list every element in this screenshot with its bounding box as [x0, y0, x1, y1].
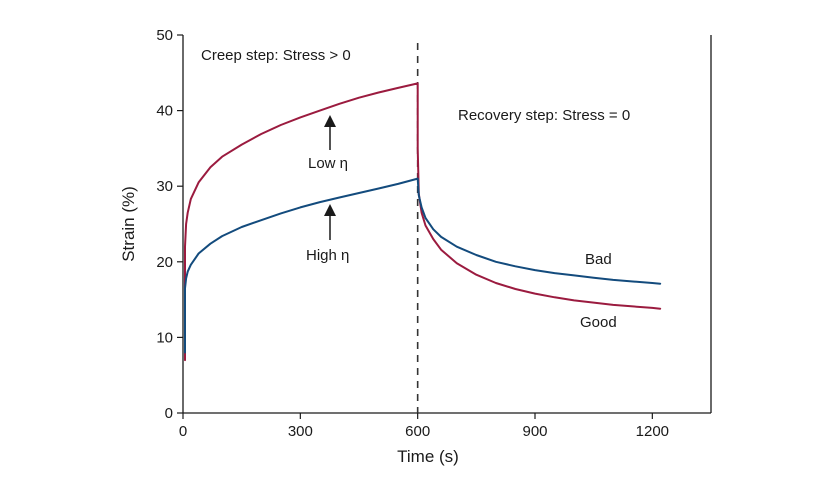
x-axis-title: Time (s) [397, 447, 459, 466]
annotations-group: Creep step: Stress > 0 Recovery step: St… [201, 47, 630, 331]
high-eta-label: High η [306, 247, 349, 264]
bad-label: Bad [585, 251, 612, 268]
y-axis-title: Strain (%) [119, 186, 138, 262]
y-tick-label: 30 [156, 178, 173, 195]
x-tick-label: 1200 [636, 423, 669, 440]
series-line-1 [184, 82, 662, 362]
y-tick-label: 20 [156, 254, 173, 271]
creep-step-label: Creep step: Stress > 0 [201, 47, 351, 64]
low-eta-label: Low η [308, 155, 348, 172]
series-line-2 [184, 177, 662, 354]
y-tick-label: 40 [156, 103, 173, 120]
x-tick-label: 0 [179, 423, 187, 440]
series-group [184, 82, 662, 362]
plot-axes: 0 10 20 30 40 50 0 300 600 900 1200 Time (s) Strain … [119, 27, 712, 466]
y-tick-label: 10 [156, 329, 173, 346]
recovery-step-label: Recovery step: Stress = 0 [458, 107, 630, 124]
y-tick-label: 0 [165, 405, 173, 422]
x-tick-label: 300 [288, 423, 313, 440]
x-tick-label: 600 [405, 423, 430, 440]
high-eta-arrow-head [324, 204, 336, 216]
good-label: Good [580, 314, 617, 331]
low-eta-arrow-head [324, 115, 336, 127]
y-tick-label: 50 [156, 27, 173, 44]
x-tick-label: 900 [522, 423, 547, 440]
